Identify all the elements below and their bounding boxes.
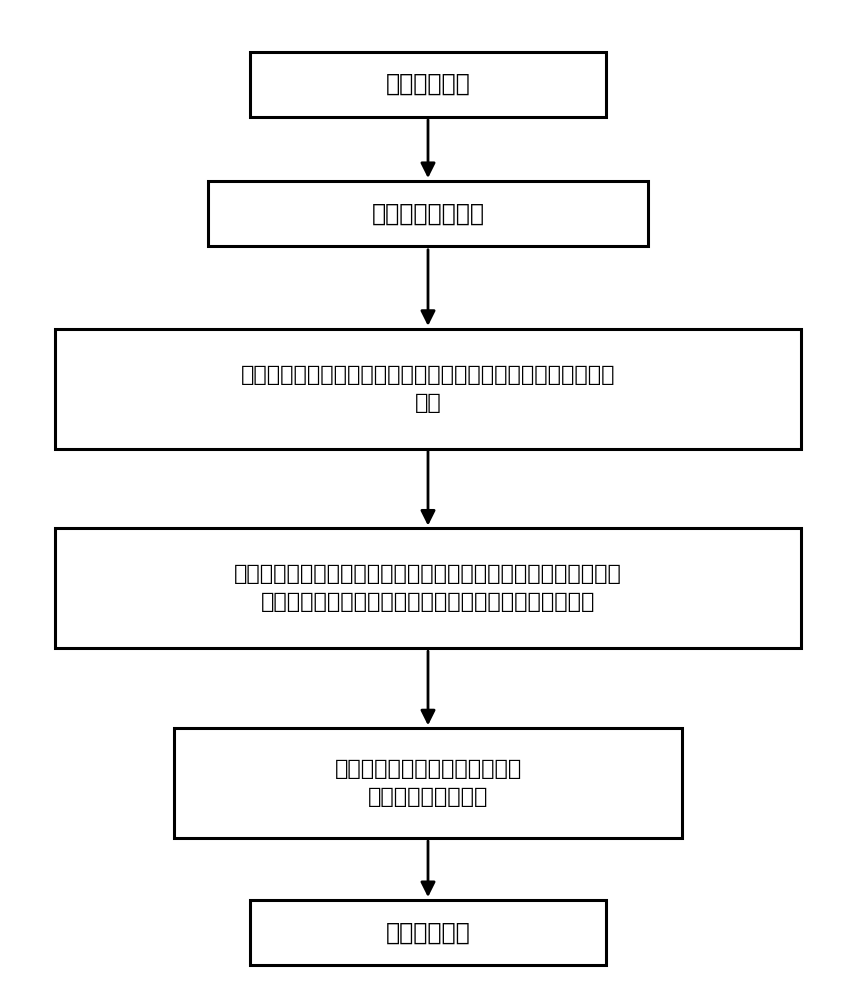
Bar (250, 900, 606, 966)
Bar (174, 728, 682, 838)
Bar (55, 328, 801, 448)
Text: 利用计算出的局部熵作为自适应权重模型调整全局项和局部项的权
重，利用计算出的自适应长度项系数来改变曲线演化速度: 利用计算出的局部熵作为自适应权重模型调整全局项和局部项的权 重，利用计算出的自适… (234, 564, 622, 612)
Text: 输出分割结果: 输出分割结果 (385, 921, 471, 945)
Bar (250, 51, 606, 117)
Bar (208, 181, 648, 247)
Text: 计算局部熵和长度项系数，根据推导式迭代计算全局和局部项的
均值: 计算局部熵和长度项系数，根据推导式迭代计算全局和局部项的 均值 (241, 365, 615, 413)
Text: 利用梯度下降法演化水平集函数
对图像进行三维分割: 利用梯度下降法演化水平集函数 对图像进行三维分割 (335, 759, 521, 808)
Text: 输入多帧图像: 输入多帧图像 (385, 73, 471, 96)
Text: 初始化水平集函数: 初始化水平集函数 (372, 201, 484, 226)
Bar (55, 529, 801, 649)
